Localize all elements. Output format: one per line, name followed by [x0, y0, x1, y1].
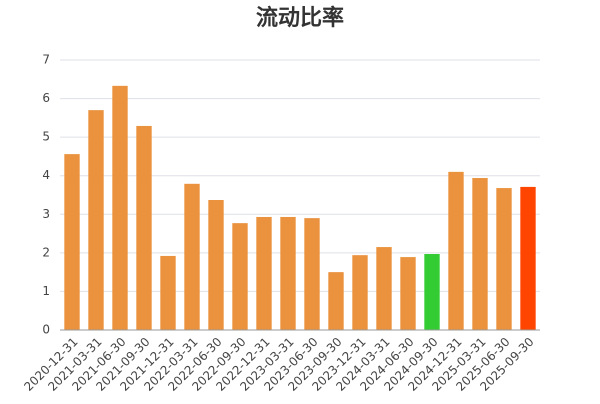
y-tick-label: 5: [42, 130, 50, 144]
bar: [424, 254, 440, 330]
bar: [136, 125, 152, 330]
bar: [256, 216, 272, 330]
y-tick-label: 3: [42, 207, 50, 221]
bar: [64, 154, 80, 330]
y-tick-label: 6: [42, 91, 50, 105]
bar: [496, 188, 512, 330]
bar: [88, 110, 104, 331]
bar: [376, 247, 392, 330]
y-tick-label: 4: [42, 168, 50, 182]
y-tick-label: 1: [42, 284, 50, 298]
bar: [232, 223, 248, 330]
bar: [208, 200, 224, 330]
bar: [352, 255, 368, 330]
y-tick-label: 7: [42, 53, 50, 67]
bar: [448, 171, 464, 330]
bar: [400, 257, 416, 330]
bar: [184, 183, 200, 330]
y-tick-label: 0: [42, 323, 50, 337]
bar: [472, 178, 488, 330]
bar: [280, 216, 296, 330]
bar: [520, 186, 536, 330]
bar: [112, 85, 128, 330]
y-tick-label: 2: [42, 245, 50, 259]
chart-title: 流动比率: [256, 5, 344, 31]
bar: [328, 272, 344, 330]
bar: [160, 255, 176, 330]
bar: [304, 218, 320, 330]
